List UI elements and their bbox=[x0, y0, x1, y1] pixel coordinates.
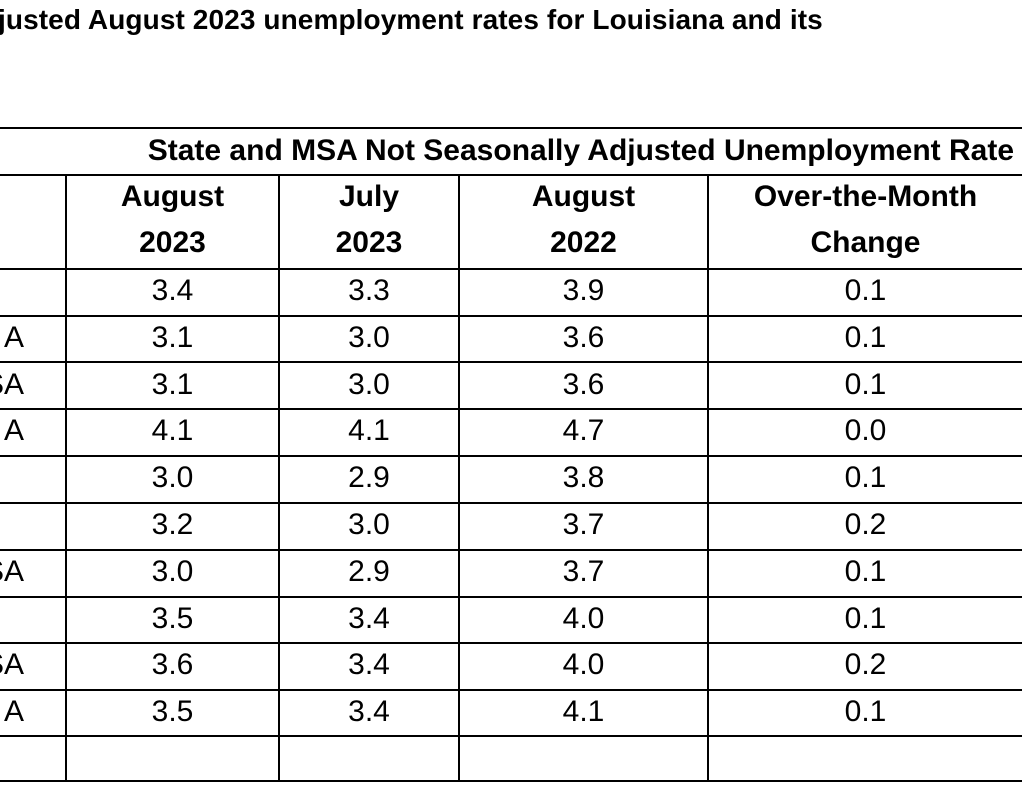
table-cell: 3.0 bbox=[348, 368, 390, 401]
row-divider bbox=[0, 361, 1022, 363]
header-title-divider bbox=[0, 174, 1022, 176]
row-divider bbox=[0, 502, 1022, 504]
table-cell: 4.1 bbox=[151, 414, 194, 447]
column-header-change: Change bbox=[810, 226, 921, 259]
table-cell: 0.2 bbox=[844, 648, 887, 681]
table-cell: 3.4 bbox=[151, 274, 194, 307]
row-label: A bbox=[3, 414, 24, 447]
table-cell: 0.1 bbox=[844, 368, 887, 401]
table-top-border bbox=[0, 127, 1022, 129]
table-cell: 0.1 bbox=[844, 602, 887, 635]
table-cell: 0.1 bbox=[844, 461, 887, 494]
row-divider bbox=[0, 642, 1022, 644]
table-cell: 3.8 bbox=[562, 461, 605, 494]
row-divider bbox=[0, 735, 1022, 737]
column-header-over-the-month: Over-the-Month bbox=[753, 180, 978, 213]
table-cell: 2.9 bbox=[348, 555, 390, 588]
row-divider bbox=[0, 268, 1022, 270]
row-divider bbox=[0, 315, 1022, 317]
table-cell: 3.6 bbox=[151, 648, 194, 681]
table-cell: 3.0 bbox=[151, 461, 194, 494]
table-cell: 0.1 bbox=[844, 274, 887, 307]
table-cell: 3.4 bbox=[348, 602, 390, 635]
table-cell: 3.6 bbox=[562, 368, 605, 401]
table-cell: 0.1 bbox=[844, 555, 887, 588]
row-divider bbox=[0, 455, 1022, 457]
table-cell: 4.7 bbox=[562, 414, 605, 447]
table-cell: 0.2 bbox=[844, 508, 887, 541]
row-label: A bbox=[3, 695, 24, 728]
column-header-august-2022: August bbox=[531, 180, 636, 213]
table-cell: 3.4 bbox=[348, 648, 390, 681]
row-divider bbox=[0, 549, 1022, 551]
column-divider bbox=[65, 174, 67, 782]
table-cell: 3.0 bbox=[348, 321, 390, 354]
table-cell: 3.5 bbox=[151, 602, 194, 635]
table-cell: 4.1 bbox=[348, 414, 390, 447]
table-cell: 2.9 bbox=[348, 461, 390, 494]
column-header-july-2023: July bbox=[338, 180, 400, 213]
table-cell: 3.7 bbox=[562, 555, 605, 588]
row-label: SA bbox=[0, 648, 24, 681]
row-label: A bbox=[3, 321, 24, 354]
table-cell: 3.0 bbox=[348, 508, 390, 541]
table-header-title: State and MSA Not Seasonally Adjusted Un… bbox=[147, 134, 1014, 167]
table-cell: 3.3 bbox=[348, 274, 390, 307]
row-divider bbox=[0, 408, 1022, 410]
row-divider bbox=[0, 689, 1022, 691]
table-cell: 4.0 bbox=[562, 602, 605, 635]
column-header-august-2023-year: 2023 bbox=[139, 226, 206, 259]
table-cell: 0.1 bbox=[844, 695, 887, 728]
table-cell: 0.1 bbox=[844, 321, 887, 354]
table-cell: 3.2 bbox=[151, 508, 194, 541]
row-label: SA bbox=[0, 368, 24, 401]
table-bottom-border bbox=[0, 780, 1022, 782]
table-cell: 3.0 bbox=[151, 555, 194, 588]
table-cell: 4.1 bbox=[562, 695, 605, 728]
table-cell: 3.6 bbox=[562, 321, 605, 354]
table-cell: 4.0 bbox=[562, 648, 605, 681]
column-divider bbox=[278, 174, 280, 782]
table-cell: 3.4 bbox=[348, 695, 390, 728]
row-label: SA bbox=[0, 555, 24, 588]
column-divider bbox=[458, 174, 460, 782]
table-cell: 3.5 bbox=[151, 695, 194, 728]
table-cell: 3.7 bbox=[562, 508, 605, 541]
row-divider bbox=[0, 596, 1022, 598]
table-cell: 3.1 bbox=[151, 321, 194, 354]
table-cell: 3.1 bbox=[151, 368, 194, 401]
column-divider bbox=[707, 174, 709, 782]
table-cell: 0.0 bbox=[844, 414, 887, 447]
table-cell: 3.9 bbox=[562, 274, 605, 307]
column-header-july-2023-year: 2023 bbox=[335, 226, 403, 259]
column-header-august-2022-year: 2022 bbox=[550, 226, 617, 259]
column-header-august-2023: August bbox=[120, 180, 225, 213]
page-title: justed August 2023 unemployment rates fo… bbox=[0, 4, 823, 35]
